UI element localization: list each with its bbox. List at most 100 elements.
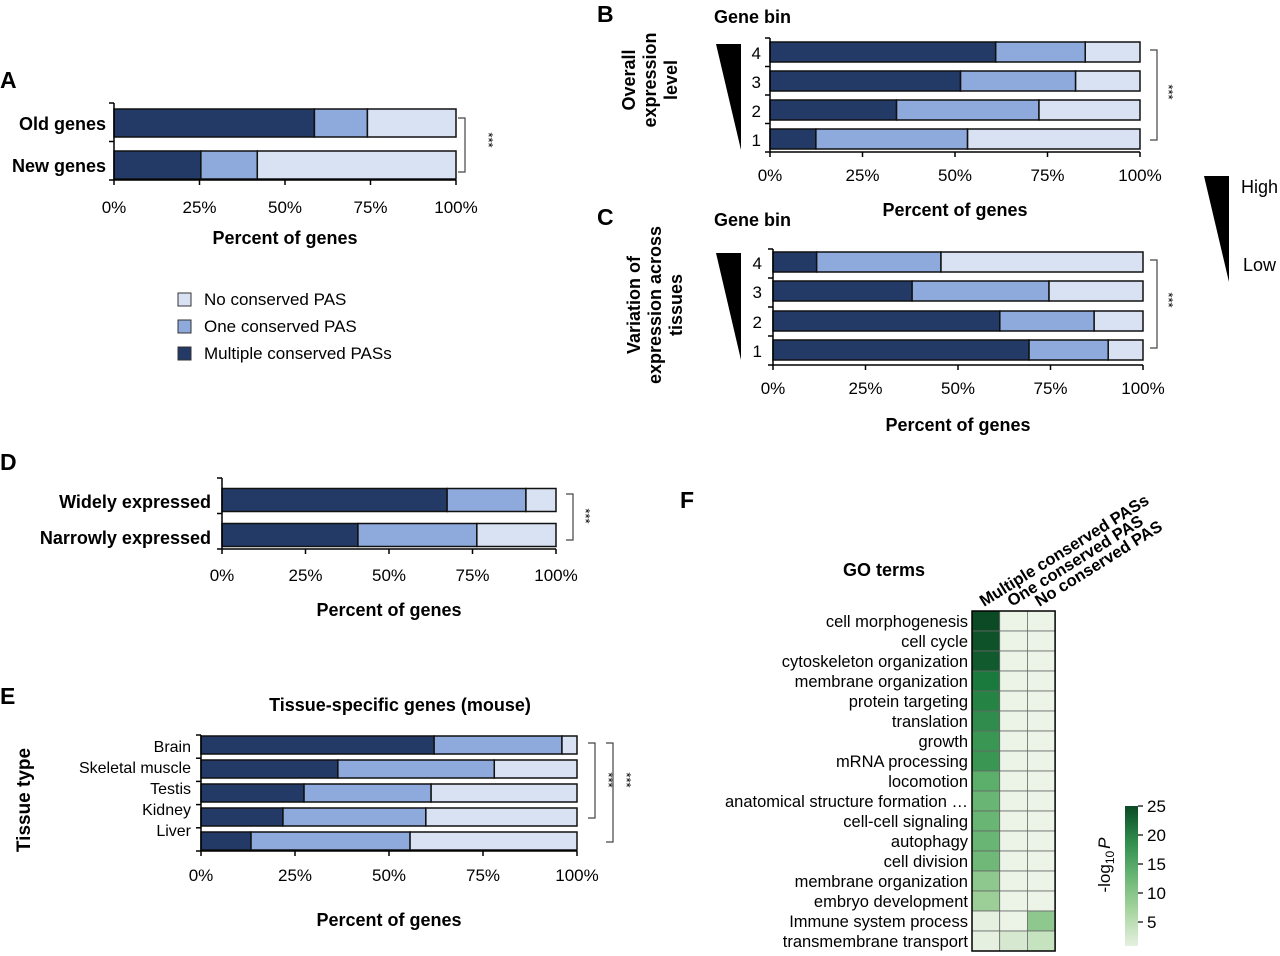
heatmap-cell bbox=[971, 730, 1001, 752]
bar-segment-multiple bbox=[769, 41, 997, 63]
y-axis-label: Overallexpressionlevel bbox=[619, 32, 681, 127]
heatmap-border bbox=[971, 610, 1056, 952]
panel-label-f: F bbox=[680, 487, 694, 513]
panel-label-d: D bbox=[0, 449, 17, 475]
y-axis-label-line: tissues bbox=[666, 274, 686, 336]
heatmap-cell bbox=[971, 630, 1001, 652]
bar-segment-multiple bbox=[221, 487, 448, 513]
category-label: 4 bbox=[753, 254, 762, 273]
category-label: Skeletal muscle bbox=[79, 760, 191, 777]
bar-segment-multiple bbox=[769, 99, 898, 121]
chart-title: Gene bin bbox=[714, 210, 791, 230]
x-tick-label: 25% bbox=[182, 198, 216, 217]
colorbar bbox=[1125, 806, 1138, 946]
category-label: Liver bbox=[156, 823, 191, 840]
row-label: membrane organization bbox=[795, 673, 968, 691]
bar-segment-multiple bbox=[772, 251, 818, 273]
legend-label: Multiple conserved PASs bbox=[204, 344, 392, 363]
x-tick-label: 50% bbox=[372, 866, 406, 885]
bar-segment-multiple bbox=[769, 70, 962, 92]
significance-bracket bbox=[566, 493, 574, 541]
high-label: High bbox=[1241, 177, 1278, 197]
bar-segment-multiple bbox=[221, 522, 359, 548]
row-label: locomotion bbox=[888, 773, 968, 791]
heatmap-cell bbox=[999, 790, 1028, 812]
bar-segment-multiple bbox=[200, 783, 305, 803]
heatmap-cell bbox=[971, 610, 1001, 632]
x-tick-label: 100% bbox=[555, 866, 598, 885]
category-label: 2 bbox=[752, 102, 761, 121]
row-label: autophagy bbox=[891, 833, 969, 851]
row-label: translation bbox=[892, 713, 968, 731]
heatmap-cell bbox=[999, 810, 1028, 832]
panel-label-b: B bbox=[597, 1, 614, 27]
significance-stars: *** bbox=[481, 132, 496, 147]
row-label: cytoskeleton organization bbox=[782, 653, 968, 671]
category-label: 2 bbox=[753, 313, 762, 332]
significance-stars: *** bbox=[578, 508, 593, 523]
panel-label-e: E bbox=[0, 683, 15, 709]
heatmap-cell bbox=[1027, 910, 1056, 932]
category-label: 3 bbox=[752, 73, 761, 92]
bar-segment-one bbox=[446, 487, 527, 513]
heatmap-cell bbox=[1027, 730, 1056, 752]
heatmap-cell bbox=[1027, 890, 1056, 912]
heatmap-cell bbox=[971, 850, 1001, 872]
panel-e: Brain Skeletal muscle Testis Kidney Liver 0% 2… bbox=[14, 695, 634, 930]
legend-swatch-one bbox=[177, 319, 192, 334]
bar-segment-none bbox=[1084, 41, 1141, 63]
bar-segment-multiple bbox=[113, 108, 316, 138]
column-label: One conserved PAS bbox=[1004, 512, 1146, 610]
heatmap-cell bbox=[1027, 650, 1056, 672]
bar-segment-multiple bbox=[772, 310, 1001, 332]
row-label: cell cycle bbox=[901, 633, 968, 651]
category-label: Kidney bbox=[142, 802, 191, 819]
colorbar-label-sub: 10 bbox=[1103, 850, 1117, 864]
bar-segment-one bbox=[815, 251, 942, 273]
bar-segment-none bbox=[1048, 280, 1144, 302]
significance-bracket bbox=[588, 742, 596, 819]
bar-segment-none bbox=[940, 251, 1144, 273]
bar-segment-one bbox=[282, 807, 427, 827]
significance-stars: *** bbox=[601, 772, 616, 787]
heatmap-cell bbox=[1027, 690, 1056, 712]
bar-segment-one bbox=[313, 108, 369, 138]
significance-bracket bbox=[1150, 259, 1158, 349]
heatmap-cell bbox=[971, 790, 1001, 812]
bar-segment-multiple bbox=[769, 128, 817, 150]
x-tick-label: 25% bbox=[288, 566, 322, 585]
heatmap-cell bbox=[1027, 750, 1056, 772]
colorbar-label: -log10P bbox=[1095, 837, 1117, 893]
heatmap-cell bbox=[999, 870, 1028, 892]
x-tick-label: 50% bbox=[372, 566, 406, 585]
legend-label: One conserved PAS bbox=[204, 317, 357, 336]
gradient-triangle-icon bbox=[716, 253, 741, 360]
x-tick-label: 0% bbox=[102, 198, 127, 217]
x-tick-label: 75% bbox=[466, 866, 500, 885]
heatmap-cell bbox=[1027, 770, 1056, 792]
row-label: growth bbox=[918, 733, 968, 751]
row-label: cell morphogenesis bbox=[826, 613, 968, 631]
y-axis-label-line: level bbox=[661, 60, 681, 100]
bar-segment-none bbox=[525, 487, 557, 513]
bar-segment-one bbox=[303, 783, 432, 803]
x-tick-label: 50% bbox=[268, 198, 302, 217]
colorbar-label-p: P bbox=[1095, 837, 1114, 849]
bar-segment-none bbox=[561, 735, 578, 755]
bar-segment-none bbox=[493, 759, 578, 779]
heatmap-cell bbox=[1027, 810, 1056, 832]
heatmap-cell bbox=[971, 830, 1001, 852]
colorbar-tick-label: 10 bbox=[1147, 884, 1166, 903]
y-axis-label: Tissue type bbox=[14, 748, 35, 852]
heatmap-cell bbox=[999, 710, 1028, 732]
bar-segment-multiple bbox=[200, 759, 339, 779]
gradient-triangle-icon bbox=[1204, 176, 1229, 282]
chart-title: Gene bin bbox=[714, 7, 791, 27]
x-axis-label: Percent of genes bbox=[316, 600, 461, 620]
x-axis-label: Percent of genes bbox=[316, 910, 461, 930]
x-tick-label: 100% bbox=[434, 198, 477, 217]
heatmap-cell bbox=[1027, 930, 1056, 952]
y-axis-label: Variation ofexpression acrosstissues bbox=[624, 226, 686, 384]
category-label: 3 bbox=[753, 283, 762, 302]
